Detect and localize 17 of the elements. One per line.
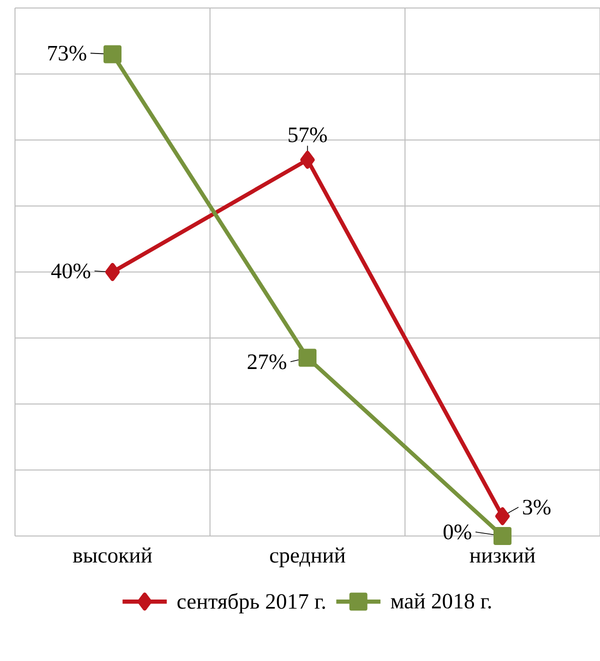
x-tick-label: низкий (470, 548, 536, 563)
data-label: 73% (48, 46, 86, 61)
legend-label: май 2018 г. (390, 593, 491, 609)
point (495, 507, 510, 526)
legend-label: сентябрь 2017 г. (177, 592, 325, 614)
point (300, 150, 315, 169)
x-tick-label: средний (270, 548, 346, 568)
data-label: 57% (288, 127, 327, 142)
data-label: 27% (248, 354, 286, 370)
x-tick-label: высокий (72, 548, 152, 563)
data-label: 40% (51, 264, 90, 278)
data-label: 3% (523, 500, 550, 515)
point (298, 348, 316, 367)
point (105, 263, 120, 281)
point (104, 45, 122, 64)
data-label: 0% (444, 524, 472, 540)
point (494, 526, 512, 545)
